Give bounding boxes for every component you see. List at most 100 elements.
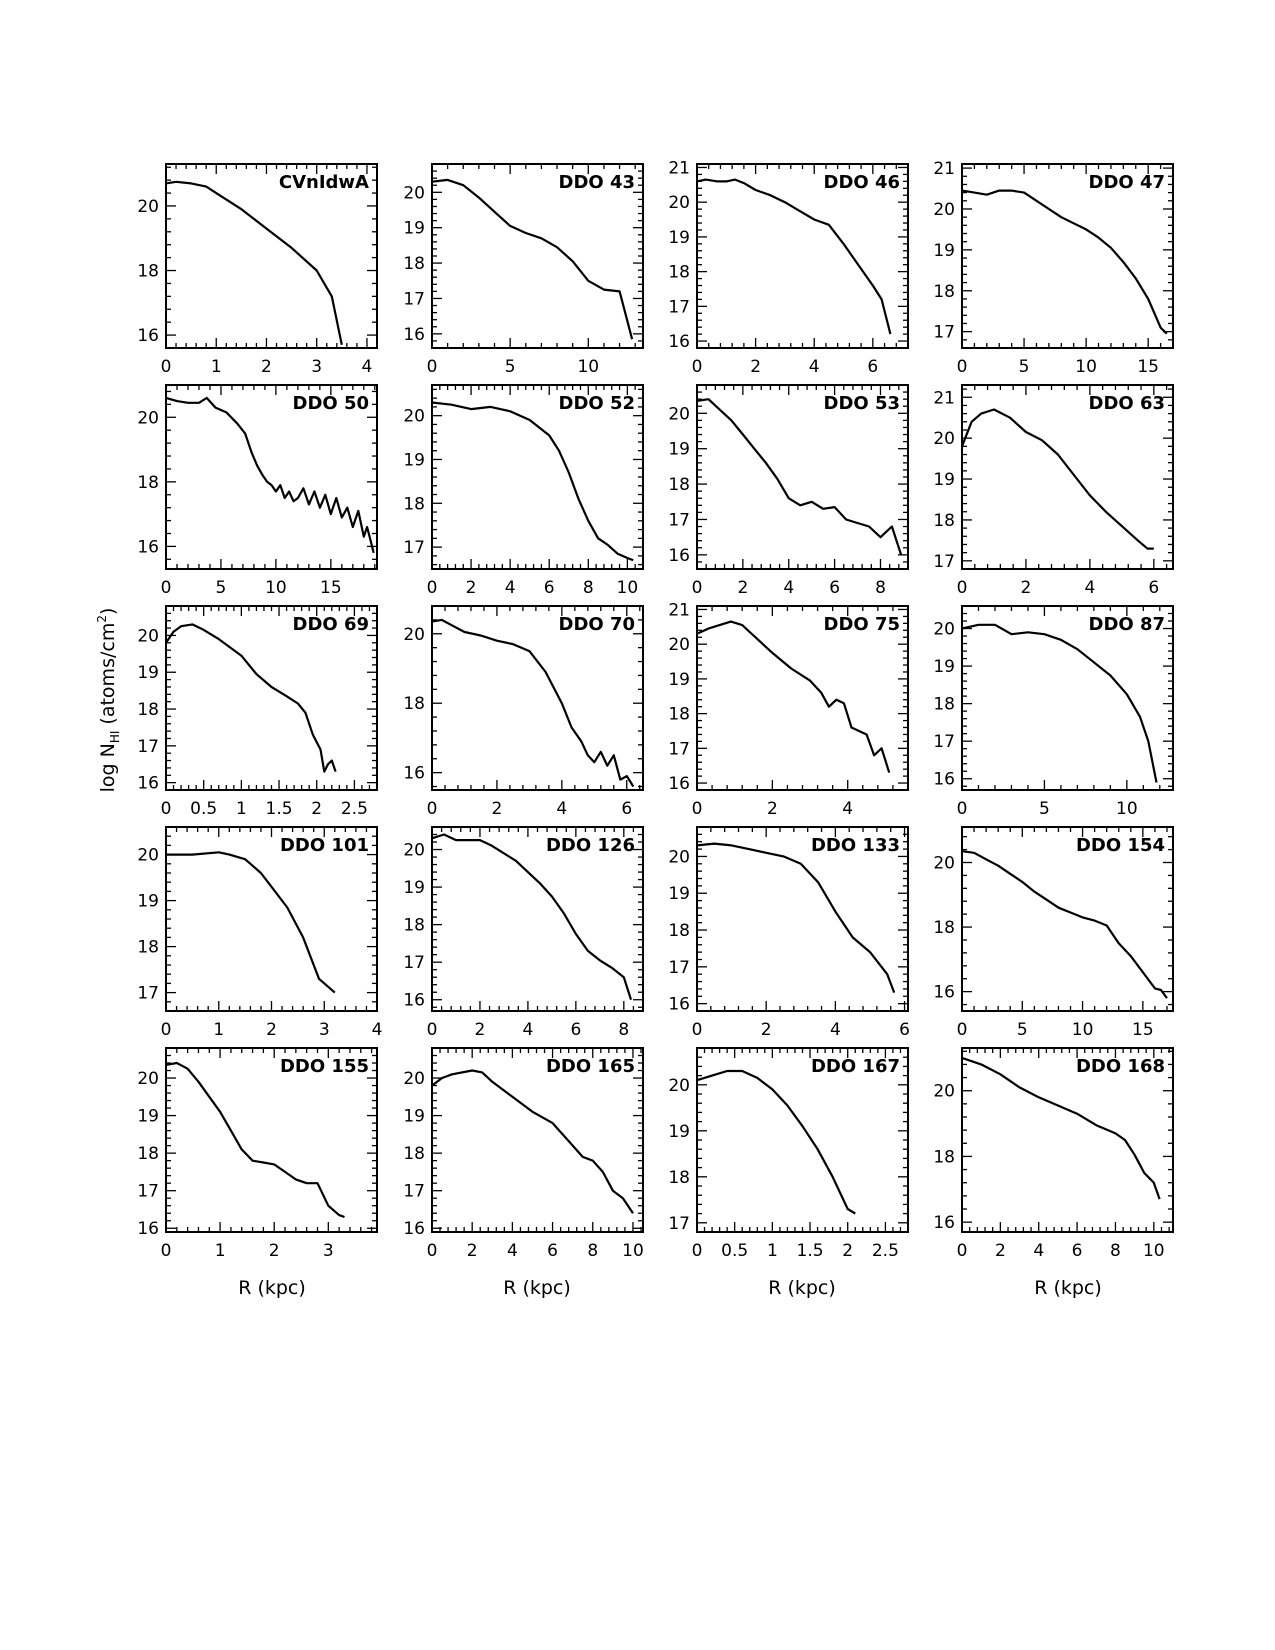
x-tick-label: 6: [899, 1020, 910, 1040]
x-tick-label: 0: [692, 1020, 703, 1040]
x-tick-label: 10: [1143, 1241, 1165, 1261]
y-tick-label: 18: [403, 694, 425, 714]
y-tick-label: 18: [933, 1147, 955, 1167]
x-tick-label: 8: [1110, 1241, 1121, 1261]
y-tick-label: 18: [403, 1144, 425, 1164]
galaxy-label: DDO 63: [1089, 393, 1166, 414]
plot-frame: [431, 1047, 644, 1233]
x-tick-label: 2.5: [341, 799, 368, 819]
galaxy-label: DDO 101: [280, 835, 369, 856]
x-tick-label: 5: [505, 357, 516, 377]
y-tick-label: 19: [403, 450, 425, 470]
profile-line: [166, 851, 336, 994]
y-tick-label: 19: [668, 670, 690, 690]
profile-line: [696, 398, 903, 556]
x-tick-label: 0: [427, 799, 438, 819]
y-tick-label: 21: [933, 388, 955, 408]
x-tick-label: 2: [261, 357, 272, 377]
y-tick-label: 20: [668, 1076, 690, 1096]
y-tick-label: 20: [403, 183, 425, 203]
profile-line: [961, 850, 1168, 999]
x-tick-label: 2: [995, 1241, 1006, 1261]
y-tick-label: 16: [403, 764, 425, 784]
panel: 0 2 4 6 16 17 18 19 20 DDO 133: [668, 826, 910, 1040]
y-tick-label: 19: [668, 884, 690, 904]
y-tick-label: 18: [668, 705, 690, 725]
x-tick-label: 4: [372, 1020, 383, 1040]
y-tick-label: 21: [933, 159, 955, 179]
x-tick-label: 6: [544, 578, 555, 598]
x-tick-label: 0: [957, 799, 968, 819]
y-tick-label: 16: [403, 1219, 425, 1239]
panel: 0 2 4 6 16 18 20 DDO 70: [403, 605, 644, 819]
x-axis-label-col3: R (kpc): [768, 1277, 836, 1299]
x-tick-label: 6: [829, 578, 840, 598]
galaxy-label: DDO 155: [280, 1056, 369, 1077]
x-tick-label: 5: [1017, 1020, 1028, 1040]
y-tick-label: 18: [403, 494, 425, 514]
y-tick-label: 19: [668, 228, 690, 248]
y-tick-label: 20: [933, 200, 955, 220]
y-tick-label: 16: [403, 991, 425, 1011]
y-tick-label: 21: [668, 600, 690, 620]
x-tick-label: 10: [265, 578, 287, 598]
x-tick-label: 15: [320, 578, 342, 598]
y-tick-label: 18: [933, 282, 955, 302]
y-tick-label: 17: [403, 289, 425, 309]
y-tick-label: 18: [933, 695, 955, 715]
x-axis-label-col1: R (kpc): [238, 1277, 306, 1299]
galaxy-label: DDO 47: [1089, 172, 1166, 193]
x-tick-label: 0: [692, 1241, 703, 1261]
x-tick-label: 0: [957, 1020, 968, 1040]
y-tick-label: 17: [403, 953, 425, 973]
x-tick-label: 0: [692, 799, 703, 819]
y-tick-label: 16: [668, 546, 690, 566]
profile-line: [431, 401, 634, 562]
galaxy-label: DDO 75: [824, 614, 901, 635]
x-tick-label: 3: [311, 357, 322, 377]
profile-line: [696, 178, 892, 335]
x-tick-label: 2: [269, 1241, 280, 1261]
y-tick-label: 20: [933, 1082, 955, 1102]
y-tick-label: 17: [933, 732, 955, 752]
y-tick-label: 19: [933, 470, 955, 490]
plot-frame: [961, 163, 1174, 349]
x-tick-label: 10: [577, 357, 599, 377]
x-tick-label: 2.5: [872, 1241, 899, 1261]
y-tick-label: 16: [933, 1213, 955, 1233]
plot-frame: [961, 1047, 1174, 1233]
x-tick-label: 6: [570, 1020, 581, 1040]
y-tick-label: 16: [668, 332, 690, 352]
profile-line: [961, 189, 1168, 335]
y-tick-label: 20: [137, 1069, 159, 1089]
y-tick-label: 20: [933, 854, 955, 874]
x-tick-label: 4: [783, 578, 794, 598]
x-tick-label: 10: [617, 578, 639, 598]
y-tick-label: 20: [668, 404, 690, 424]
x-tick-label: 4: [842, 799, 853, 819]
x-tick-label: 8: [583, 578, 594, 598]
profile-line: [165, 180, 343, 346]
y-tick-label: 18: [933, 918, 955, 938]
y-tick-label: 20: [933, 620, 955, 640]
x-tick-label: 1: [215, 1241, 226, 1261]
galaxy-label: DDO 167: [811, 1056, 900, 1077]
profile-line: [165, 623, 337, 773]
y-tick-label: 17: [403, 1182, 425, 1202]
y-tick-label: 16: [933, 770, 955, 790]
x-tick-label: 0: [161, 357, 172, 377]
x-tick-label: 5: [1039, 799, 1050, 819]
y-tick-label: 16: [137, 537, 159, 557]
panel: 0 5 10 16 17 18 19 20 DDO 87: [933, 605, 1174, 819]
y-tick-label: 19: [668, 440, 690, 460]
profile-line: [165, 396, 375, 554]
y-tick-label: 17: [668, 510, 690, 530]
y-tick-label: 20: [933, 429, 955, 449]
x-tick-label: 6: [1148, 578, 1159, 598]
x-tick-label: 0: [161, 1241, 172, 1261]
panel: 0 2 4 6 8 16 17 18 19 20 DDO 126: [403, 826, 644, 1040]
y-axis-label: log NHI (atoms/cm2): [95, 608, 122, 793]
x-tick-label: 15: [1132, 1020, 1154, 1040]
plot-frame: [961, 605, 1174, 791]
